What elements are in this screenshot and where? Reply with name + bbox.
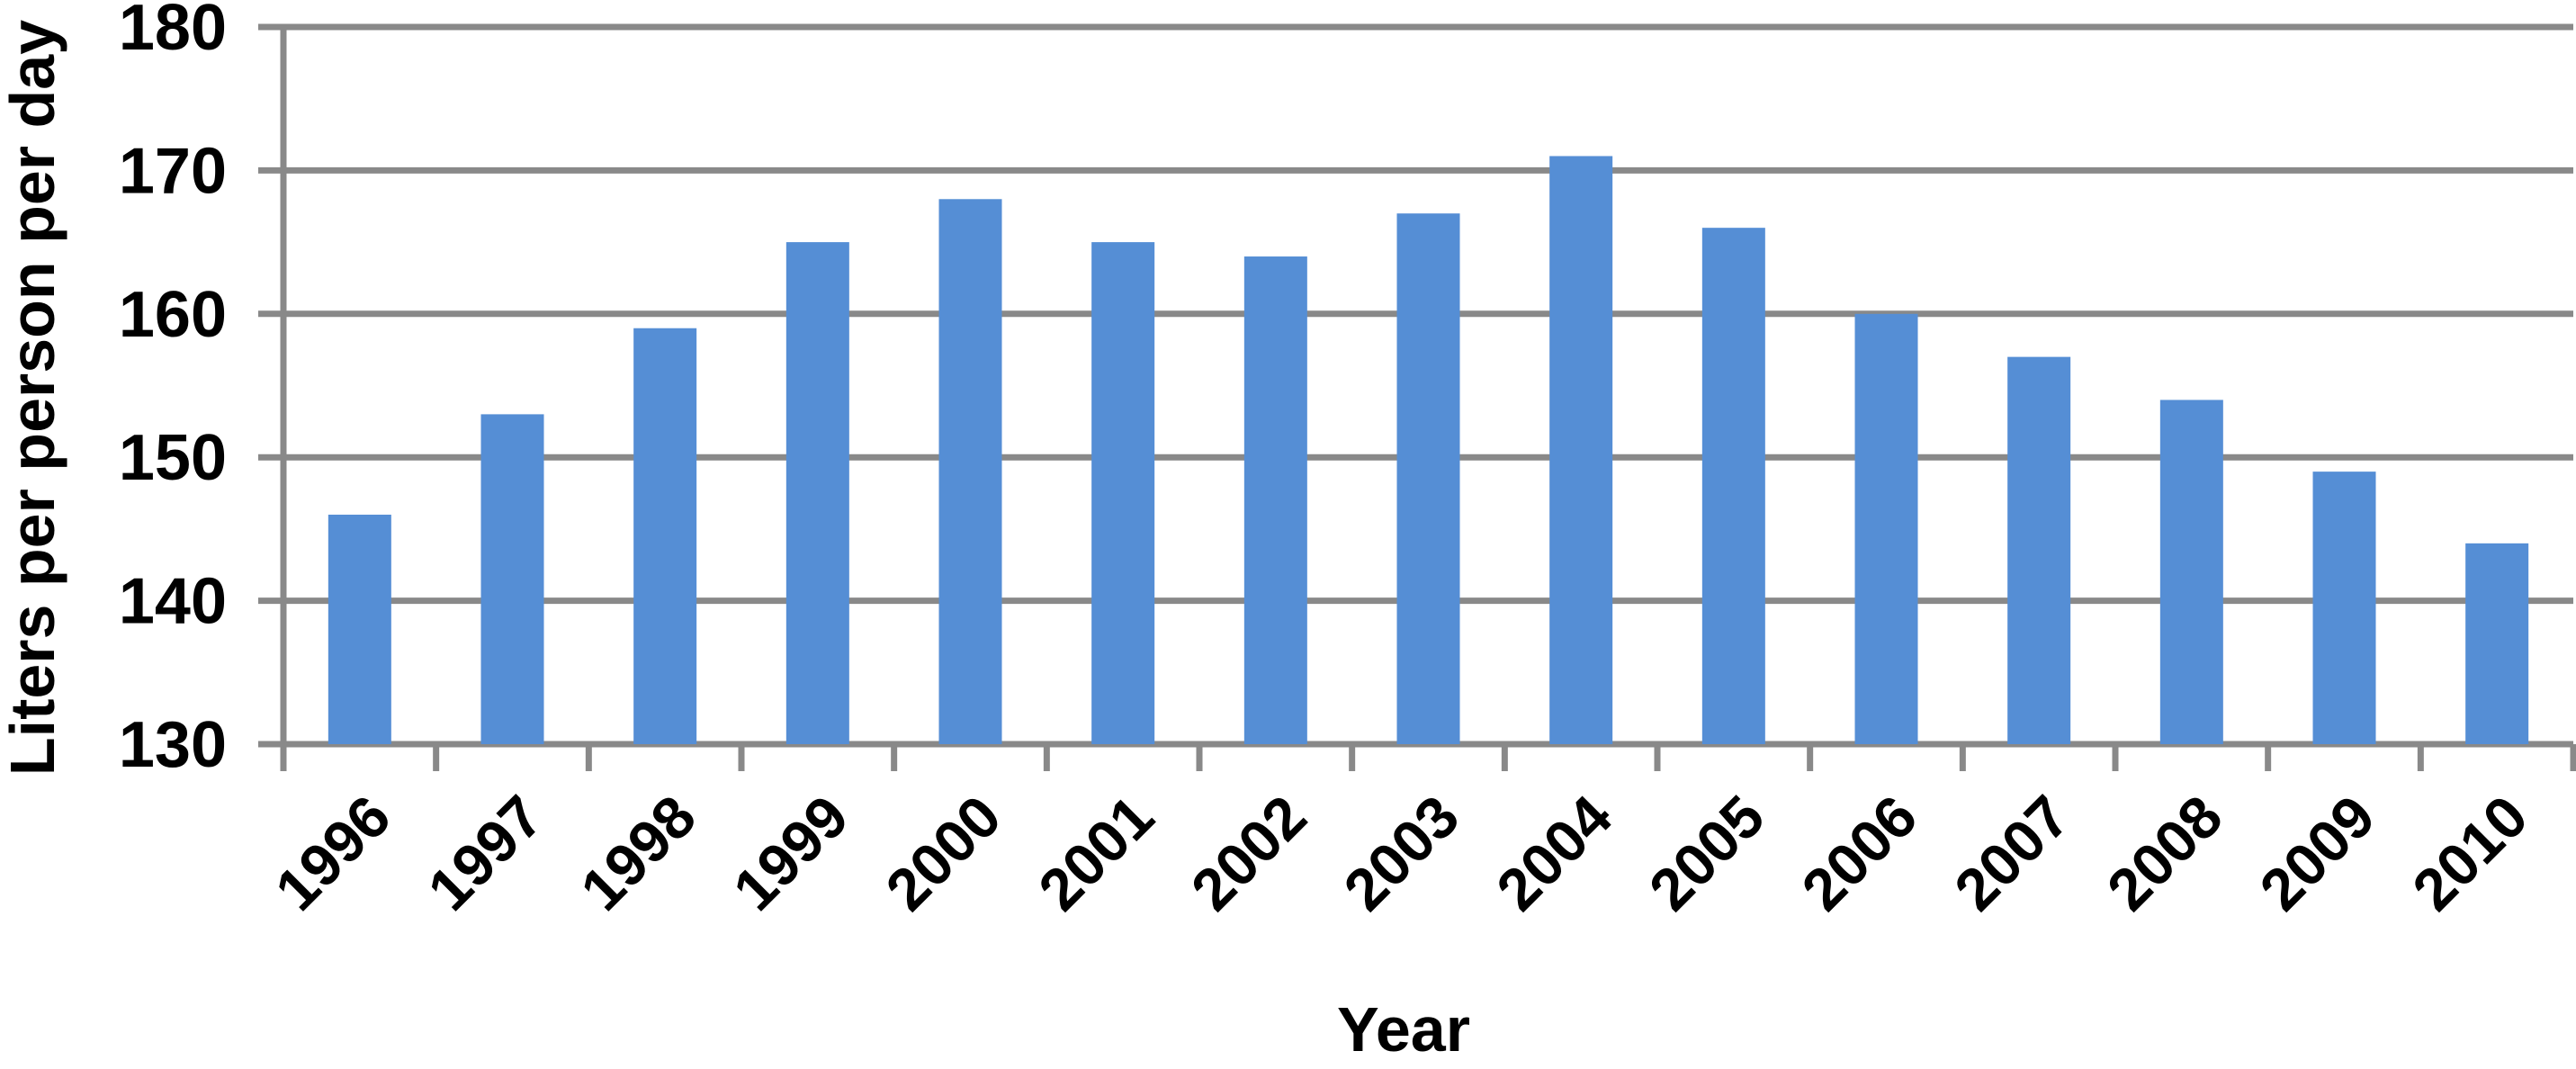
y-tick-label-140: 140 <box>119 566 227 638</box>
y-tick-label-150: 150 <box>119 422 227 494</box>
bar-2006 <box>1854 313 1918 744</box>
x-tick-label-2006: 2006 <box>1789 783 1929 923</box>
x-tick-label-1996: 1996 <box>263 783 403 923</box>
x-tick-label-2009: 2009 <box>2247 783 2387 923</box>
y-tick-label-160: 160 <box>119 279 227 351</box>
bar-2008 <box>2159 400 2223 744</box>
x-axis-title: Year <box>1337 994 1470 1065</box>
y-axis-title: Liters per person per day <box>0 20 67 776</box>
bar-1998 <box>633 328 697 744</box>
x-tick-label-2004: 2004 <box>1484 782 1624 922</box>
axes-group <box>280 27 2576 771</box>
x-tick-label-1997: 1997 <box>415 783 555 923</box>
x-tick-label-2002: 2002 <box>1179 783 1319 923</box>
bar-2001 <box>1091 242 1155 745</box>
x-tick-label-1998: 1998 <box>568 783 708 923</box>
x-tick-label-1999: 1999 <box>721 783 861 923</box>
x-tick-label-2007: 2007 <box>1942 783 2082 923</box>
bar-2007 <box>2007 356 2071 744</box>
y-tick-label-180: 180 <box>119 0 227 64</box>
y-tick-label-130: 130 <box>119 709 227 781</box>
bar-2005 <box>1701 228 1765 744</box>
bar-2000 <box>938 199 1002 744</box>
bar-1997 <box>480 414 544 744</box>
x-tick-label-2000: 2000 <box>873 783 1013 923</box>
x-tick-label-2001: 2001 <box>1026 783 1166 923</box>
y-tick-label-170: 170 <box>119 135 227 207</box>
bar-2010 <box>2465 543 2529 744</box>
bar-2003 <box>1396 213 1460 745</box>
bar-1996 <box>328 514 391 744</box>
x-tick-label-2005: 2005 <box>1637 783 1777 923</box>
bar-2004 <box>1549 156 1613 744</box>
bar-2002 <box>1243 256 1307 744</box>
bar-2009 <box>2312 472 2376 744</box>
bar-1999 <box>785 242 849 745</box>
x-tick-label-2003: 2003 <box>1331 783 1471 923</box>
x-tick-label-2010: 2010 <box>2400 783 2540 923</box>
x-tick-label-2008: 2008 <box>2095 783 2235 923</box>
bars-group <box>328 156 2529 745</box>
